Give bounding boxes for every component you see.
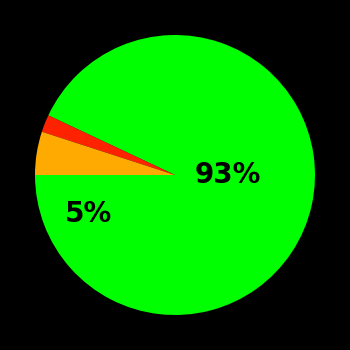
Wedge shape xyxy=(35,132,175,175)
Wedge shape xyxy=(42,116,175,175)
Text: 5%: 5% xyxy=(64,200,112,228)
Wedge shape xyxy=(35,35,315,315)
Text: 93%: 93% xyxy=(195,161,261,189)
